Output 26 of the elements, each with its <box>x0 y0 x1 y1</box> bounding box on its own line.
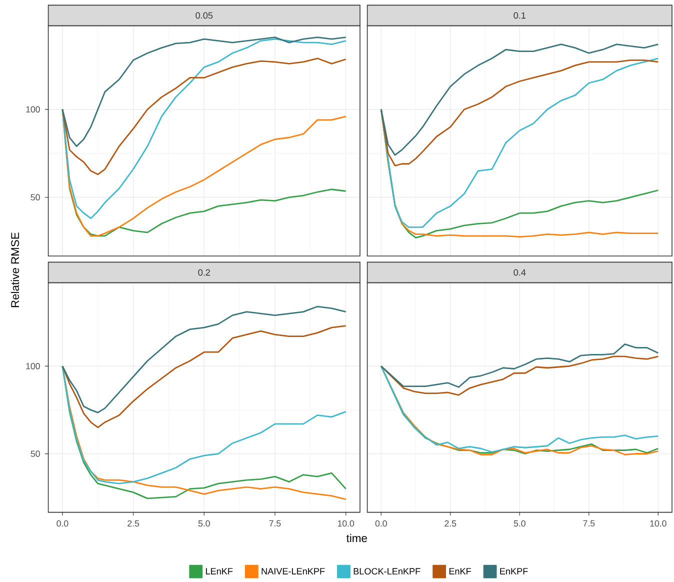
x-tick-label: 10.0 <box>338 520 354 527</box>
x-tick-label: 7.5 <box>583 520 595 526</box>
x-tick-label: 5.0 <box>198 520 210 527</box>
x-tick-label: 0.0 <box>375 520 387 527</box>
x-tick-label: 7.5 <box>269 520 281 526</box>
x-tick-label: 2.5 <box>444 520 456 527</box>
legend-label: EnKF <box>449 568 471 574</box>
y-axis-title: Relative RMSE <box>10 232 20 308</box>
y-tick-label: 100 <box>26 363 40 370</box>
legend-label: EnKPF <box>500 568 528 574</box>
legend-label: LEnKF <box>206 568 233 574</box>
x-tick-label: 0.0 <box>56 520 68 527</box>
x-tick-label: 5.0 <box>514 520 526 527</box>
y-tick-label: 100 <box>26 106 40 112</box>
x-tick-label: 10.0 <box>650 520 666 527</box>
x-axis-title: time <box>346 534 367 542</box>
y-tick-label: 50 <box>30 450 40 457</box>
chart-title: 0.2 <box>198 269 210 276</box>
x-tick-label: 2.5 <box>128 520 140 527</box>
legend-label: NAIVE-LEnKPF <box>262 568 325 574</box>
chart-title: 0.4 <box>514 269 526 276</box>
line-series <box>62 325 347 428</box>
chart-title: 0.05 <box>196 12 213 19</box>
y-tick-label: 50 <box>30 194 40 200</box>
legend-label: BLOCK-LEnKPF <box>354 568 420 575</box>
chart-title: 0.1 <box>514 12 526 19</box>
